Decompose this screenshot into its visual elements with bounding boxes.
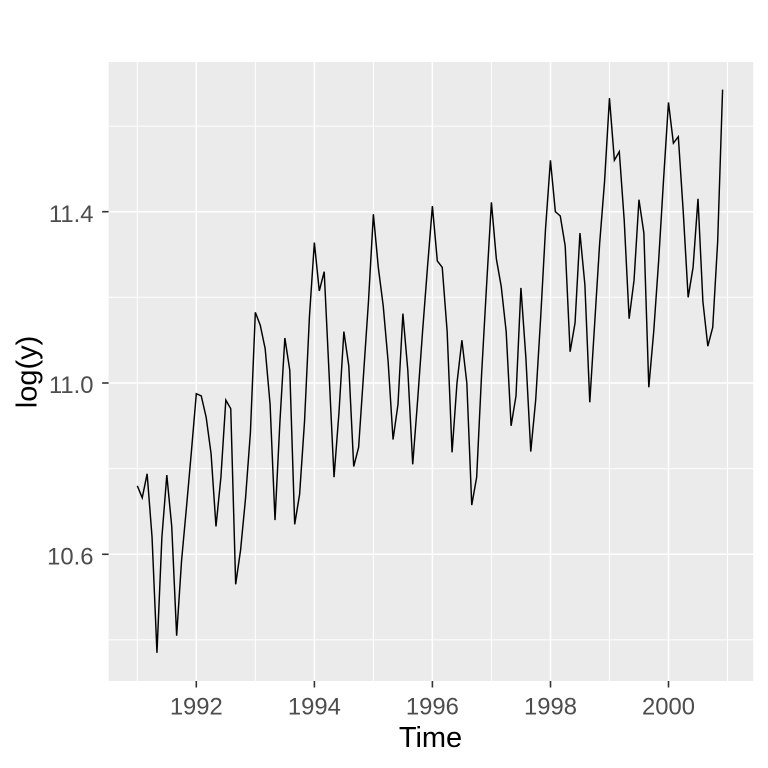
- svg-text:Time: Time: [399, 722, 462, 754]
- svg-text:log(y): log(y): [12, 336, 44, 409]
- svg-text:10.6: 10.6: [47, 544, 93, 571]
- svg-text:11.0: 11.0: [49, 372, 94, 399]
- svg-text:1996: 1996: [406, 693, 459, 720]
- svg-text:1998: 1998: [524, 693, 577, 720]
- svg-text:1994: 1994: [288, 693, 341, 720]
- svg-text:2000: 2000: [642, 693, 695, 720]
- svg-text:11.4: 11.4: [49, 201, 94, 228]
- svg-text:1992: 1992: [170, 693, 223, 720]
